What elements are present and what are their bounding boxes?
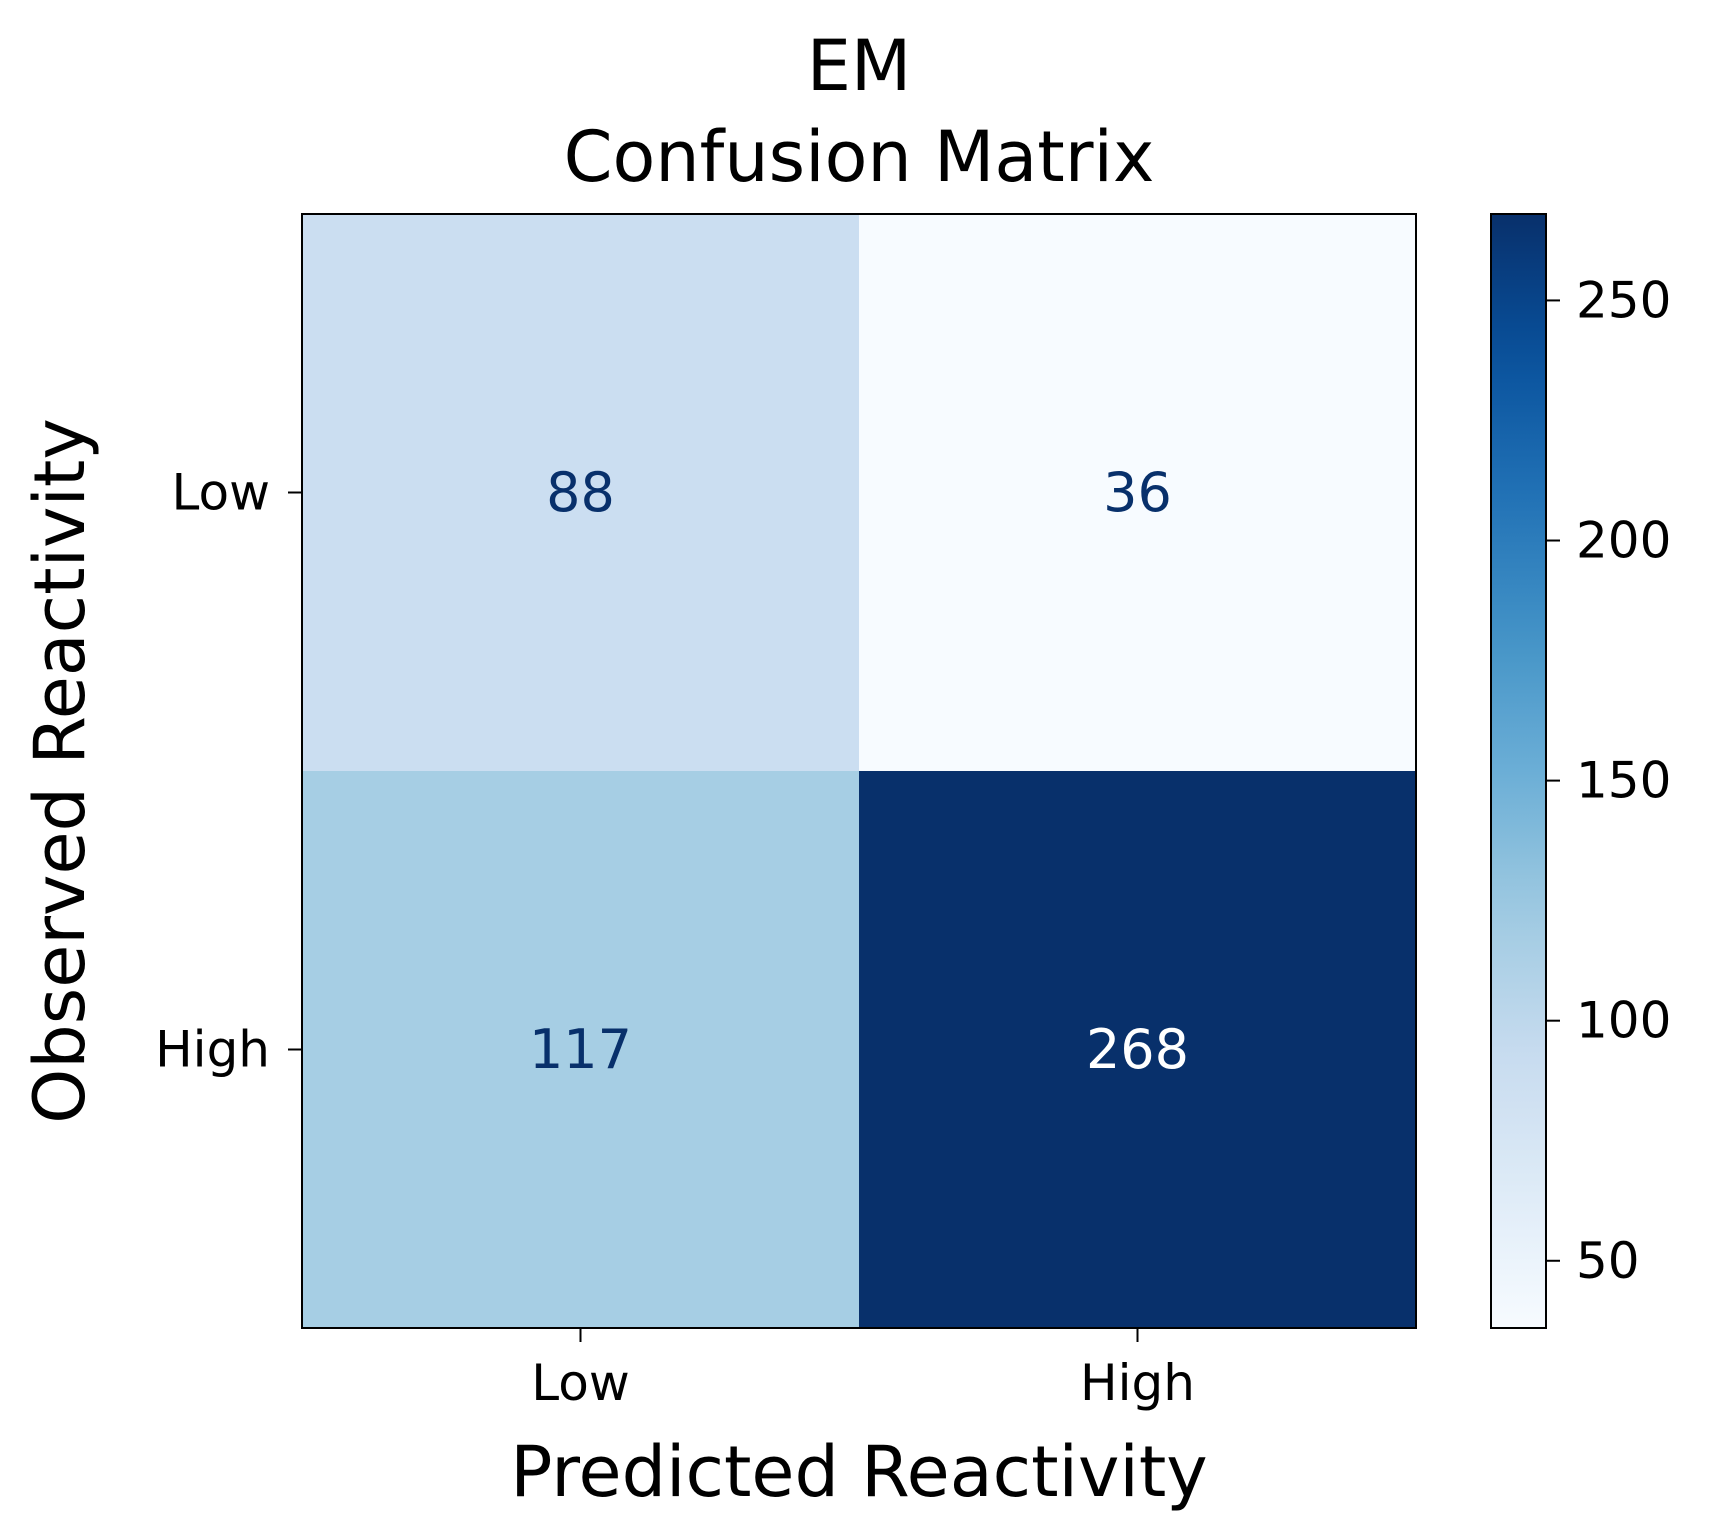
colorbar-tick-label: 50: [1576, 1232, 1640, 1290]
x-tick-label: Low: [531, 1354, 629, 1412]
cell-value-label: 36: [1103, 461, 1172, 524]
heatmap-cell: [859, 771, 1417, 1329]
colorbar: 50 100 150 200 250: [1490, 213, 1671, 1329]
y-axis-label: Observed Reactivity: [19, 418, 101, 1124]
chart-title: EM Confusion Matrix: [564, 25, 1155, 198]
x-axis-label: Predicted Reactivity: [510, 1431, 1207, 1513]
heatmap-cell: [302, 771, 860, 1329]
y-tick-label: High: [155, 1021, 270, 1079]
plot-frame: [301, 213, 1417, 1329]
chart-title-line: EM: [807, 25, 912, 107]
y-axis-ticks: Low High: [155, 464, 302, 1079]
heatmap-cell: [859, 214, 1417, 772]
cell-value-labels: 88 36 117 268: [529, 461, 1189, 1081]
colorbar-tick-label: 150: [1576, 752, 1671, 810]
colorbar-tick-label: 100: [1576, 992, 1671, 1050]
x-axis-ticks: Low High: [531, 1328, 1195, 1412]
colorbar-tick-label: 200: [1576, 512, 1671, 570]
chart-title-line: Confusion Matrix: [564, 116, 1155, 198]
colorbar-tick-label: 250: [1576, 271, 1671, 329]
cell-value-label: 268: [1086, 1018, 1189, 1081]
colorbar-gradient: [1490, 213, 1547, 1329]
cell-value-label: 117: [529, 1018, 632, 1081]
y-tick-label: Low: [172, 464, 270, 522]
x-tick-label: High: [1080, 1354, 1195, 1412]
cell-value-label: 88: [546, 461, 615, 524]
heatmap-cell: [302, 214, 860, 772]
heatmap-cells: [302, 214, 1417, 1329]
